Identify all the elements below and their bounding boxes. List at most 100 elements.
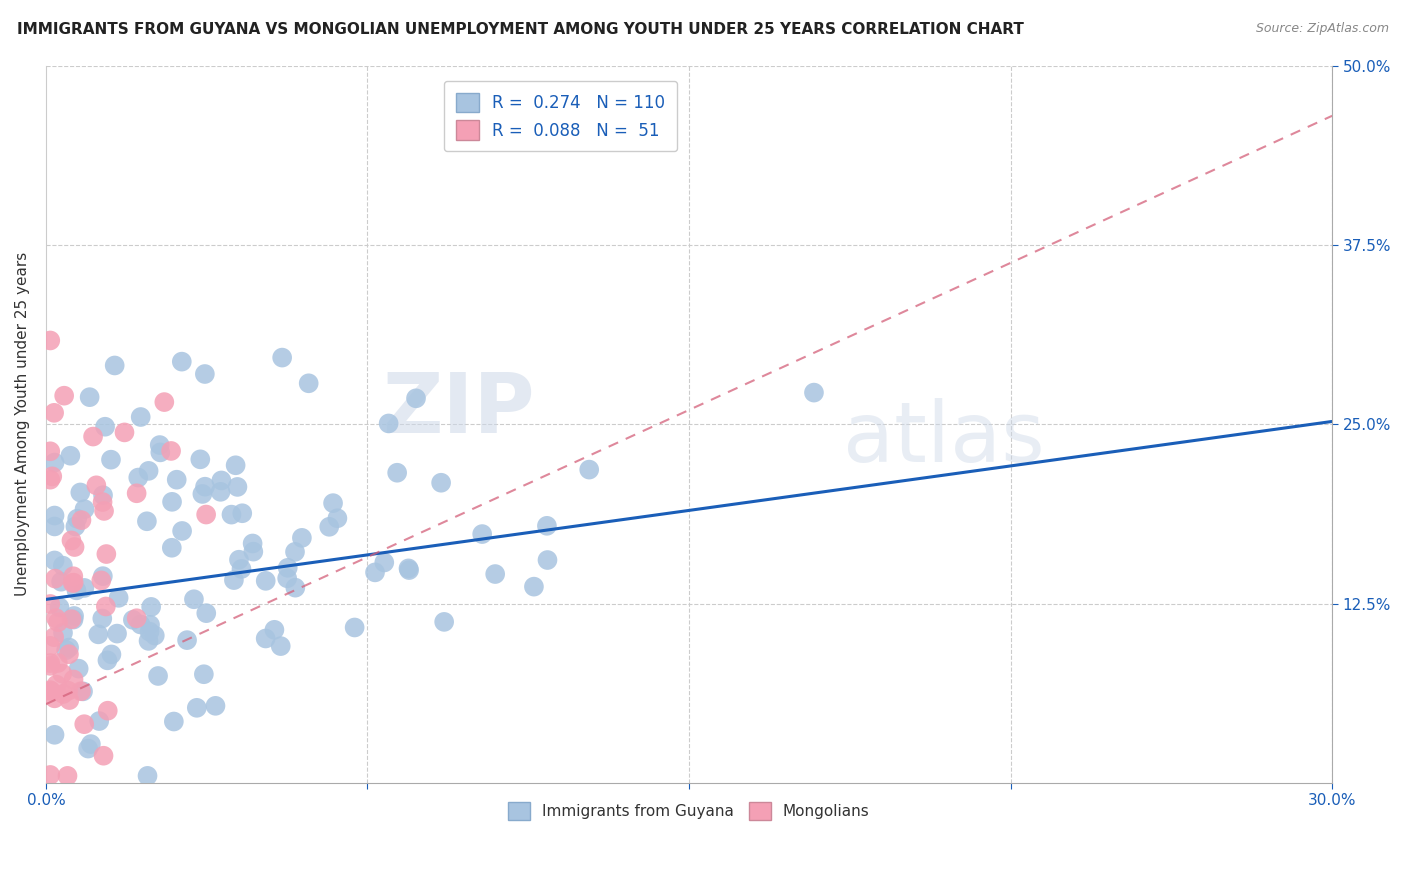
Point [343, 620, 366, 634]
Point [284, 581, 307, 595]
Point [44, 519, 66, 533]
Point [143, 628, 166, 642]
Point [129, 617, 152, 632]
Point [53, 389, 76, 403]
Point [73, 502, 96, 516]
Point [52, 625, 75, 640]
Point [44, 572, 66, 586]
Point [44, 691, 66, 706]
Point [97, 704, 120, 718]
Point [82, 429, 104, 443]
Point [63, 609, 86, 624]
Point [91, 611, 114, 625]
Point [45, 611, 67, 625]
Point [228, 552, 250, 566]
Point [89, 714, 111, 728]
Point [91, 495, 114, 509]
Point [172, 524, 194, 538]
Point [254, 574, 277, 588]
Point [484, 567, 506, 582]
Point [523, 580, 546, 594]
Point [138, 464, 160, 478]
Point [405, 392, 427, 406]
Point [170, 354, 193, 368]
Point [298, 376, 321, 391]
Point [44, 728, 66, 742]
Point [42, 406, 65, 420]
Point [471, 527, 494, 541]
Text: Source: ZipAtlas.com: Source: ZipAtlas.com [1256, 22, 1389, 36]
Point [242, 544, 264, 558]
Point [100, 452, 122, 467]
Text: ZIP: ZIP [382, 369, 534, 450]
Point [149, 438, 172, 452]
Text: atlas: atlas [844, 398, 1045, 479]
Point [160, 444, 183, 458]
Point [72, 684, 94, 698]
Point [322, 496, 344, 510]
Point [86, 478, 108, 492]
Point [176, 633, 198, 648]
Point [160, 495, 183, 509]
Point [135, 514, 157, 528]
Point [87, 627, 110, 641]
Point [46, 615, 69, 630]
Point [194, 480, 217, 494]
Point [163, 714, 186, 729]
Point [44, 553, 66, 567]
Point [195, 508, 218, 522]
Point [62, 575, 84, 590]
Text: IMMIGRANTS FROM GUYANA VS MONGOLIAN UNEMPLOYMENT AMONG YOUTH UNDER 25 YEARS CORR: IMMIGRANTS FROM GUYANA VS MONGOLIAN UNEM… [17, 22, 1024, 37]
Point [62, 613, 84, 627]
Y-axis label: Unemployment Among Youth under 25 years: Unemployment Among Youth under 25 years [15, 252, 30, 597]
Point [51, 666, 73, 681]
Point [166, 473, 188, 487]
Point [276, 571, 298, 585]
Point [138, 633, 160, 648]
Point [39, 473, 62, 487]
Point [225, 458, 247, 473]
Point [100, 648, 122, 662]
Point [153, 395, 176, 409]
Point [242, 536, 264, 550]
Point [291, 531, 314, 545]
Point [60, 533, 83, 548]
Point [55, 643, 77, 657]
Point [226, 480, 249, 494]
Point [385, 466, 408, 480]
Point [114, 425, 136, 440]
Point [398, 563, 420, 577]
Point [536, 553, 558, 567]
Point [191, 487, 214, 501]
Point [125, 486, 148, 500]
Point [231, 506, 253, 520]
Point [58, 647, 80, 661]
Point [129, 409, 152, 424]
Point [59, 449, 82, 463]
Point [91, 488, 114, 502]
Point [65, 519, 87, 533]
Point [45, 678, 67, 692]
Point [67, 662, 90, 676]
Point [39, 683, 62, 698]
Point [58, 693, 80, 707]
Point [93, 748, 115, 763]
Point [136, 769, 159, 783]
Point [39, 444, 62, 458]
Point [93, 504, 115, 518]
Point [46, 656, 69, 670]
Point [139, 617, 162, 632]
Point [222, 573, 245, 587]
Point [254, 632, 277, 646]
Point [39, 597, 62, 611]
Point [52, 558, 75, 573]
Point [149, 445, 172, 459]
Point [803, 385, 825, 400]
Point [277, 561, 299, 575]
Point [195, 606, 218, 620]
Point [377, 417, 399, 431]
Point [44, 508, 66, 523]
Point [536, 518, 558, 533]
Point [62, 569, 84, 583]
Point [91, 569, 114, 583]
